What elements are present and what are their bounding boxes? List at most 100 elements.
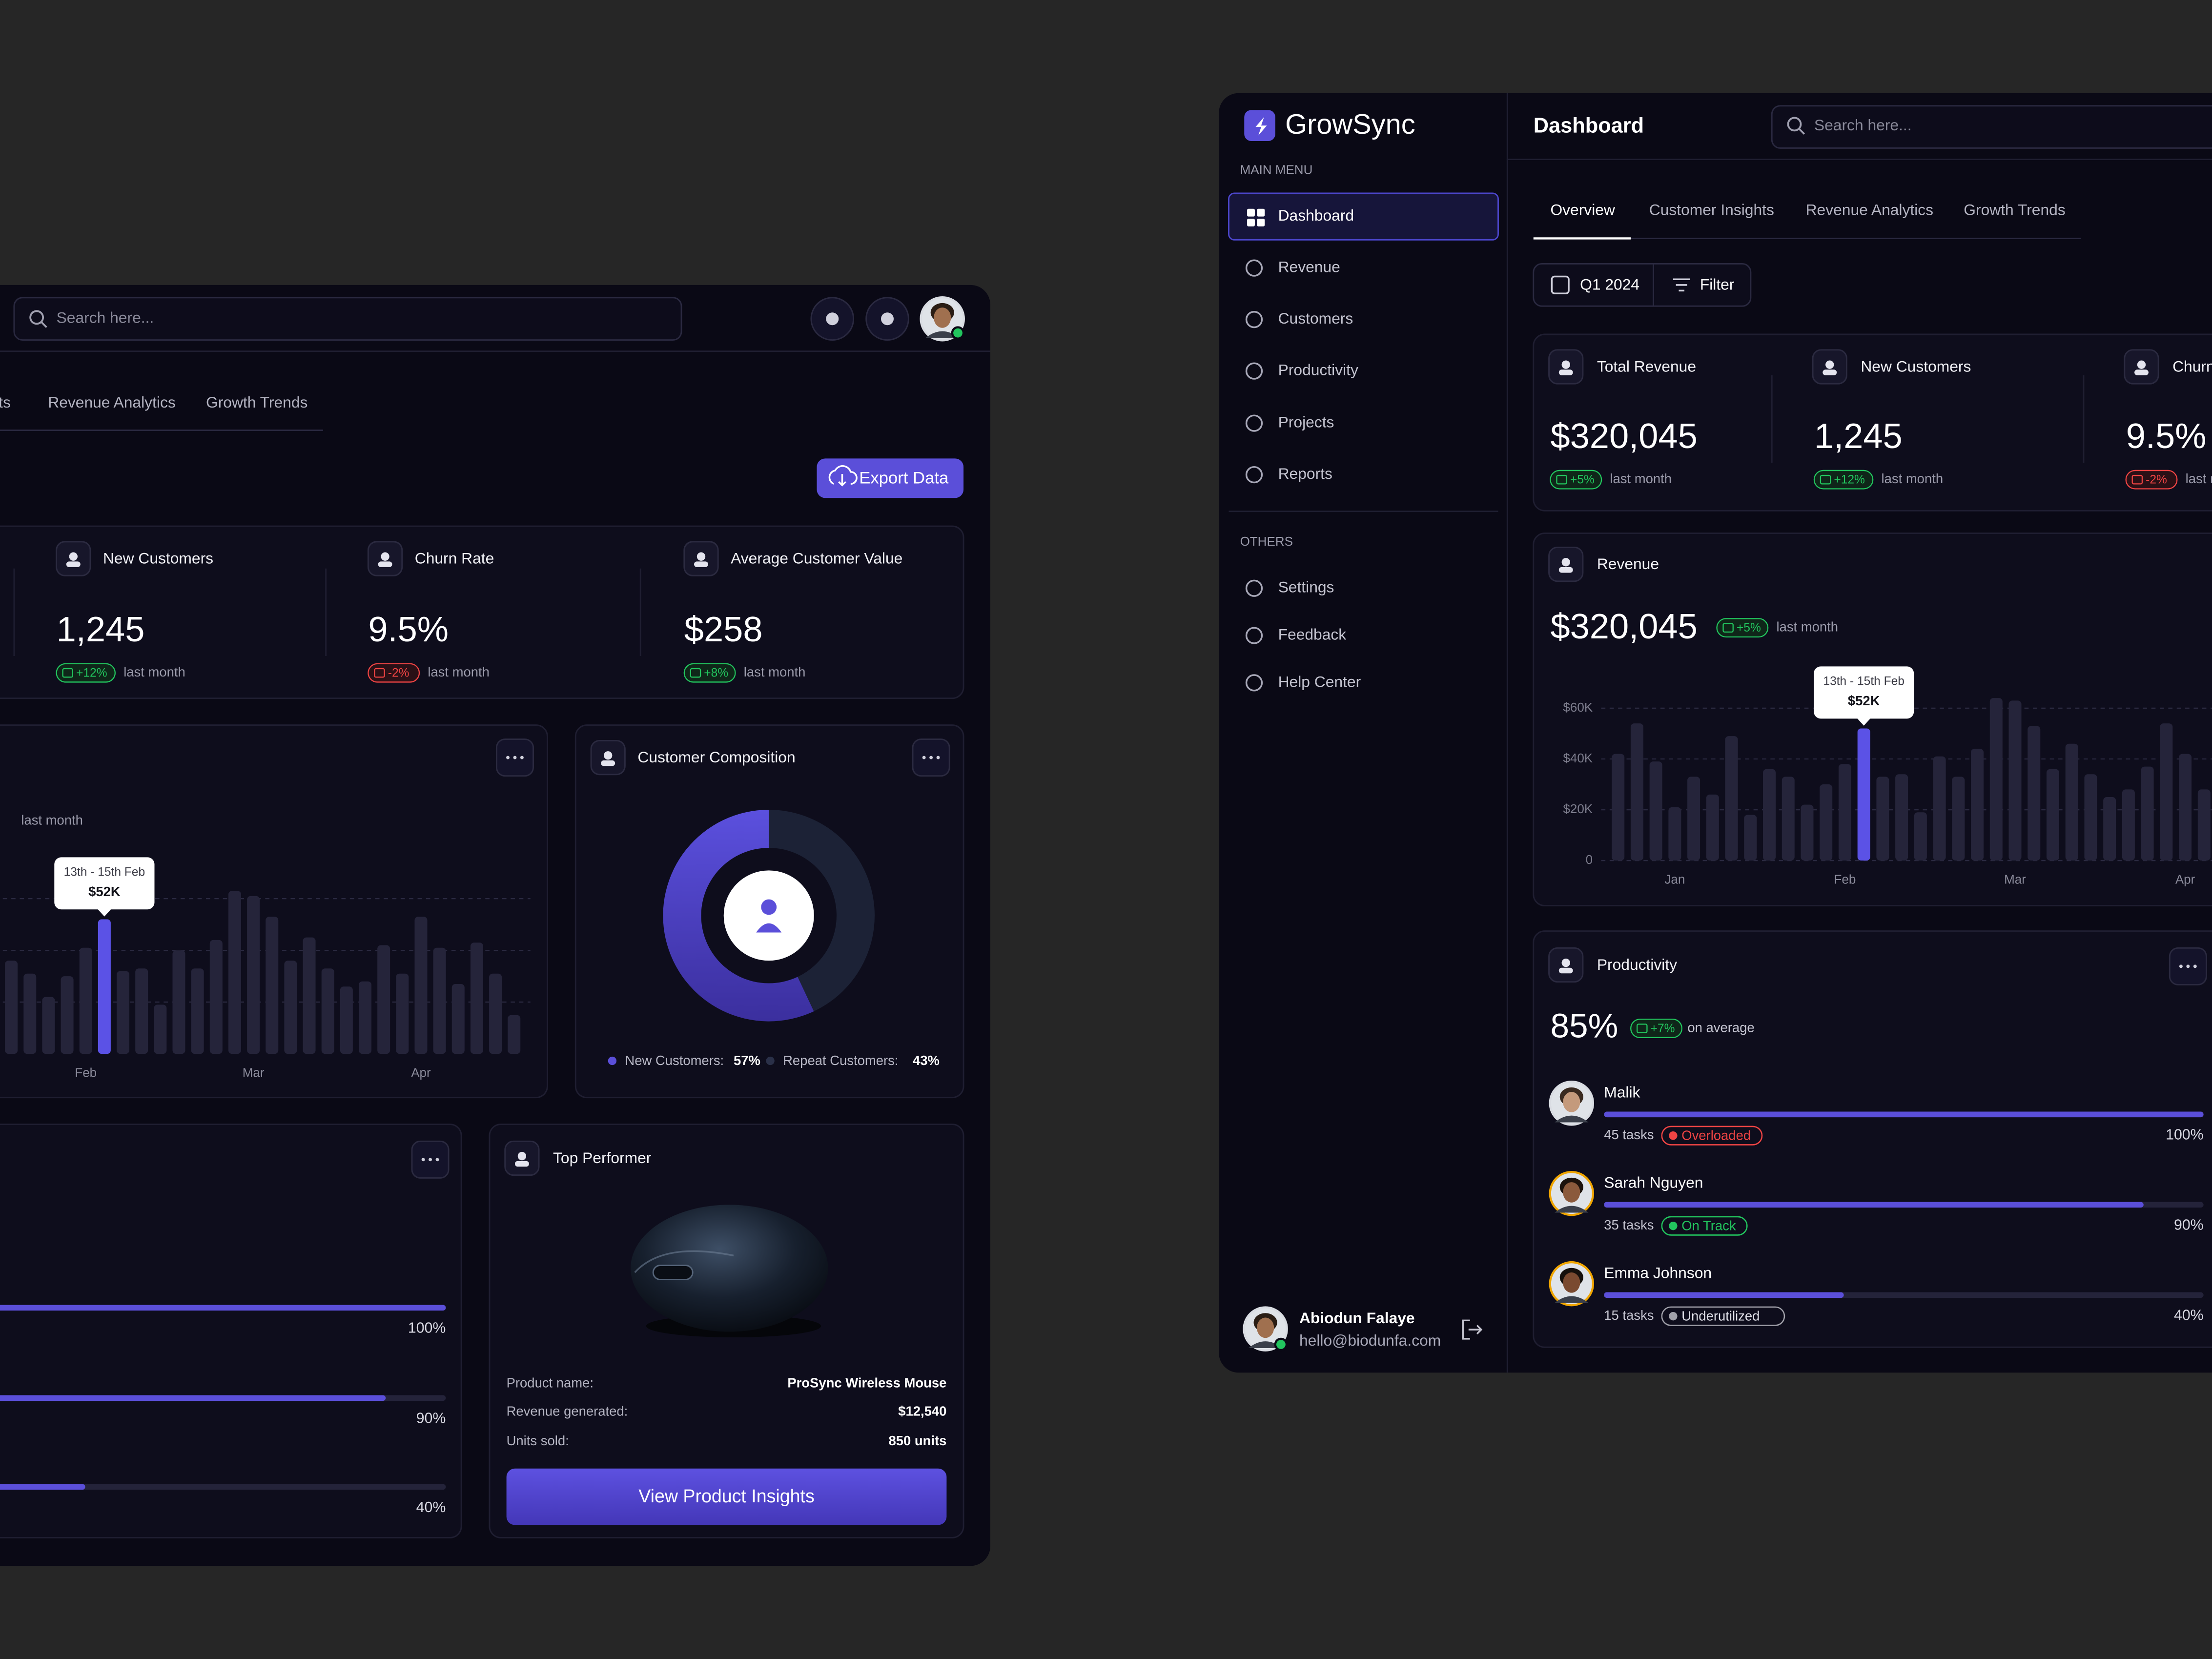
search-icon — [41, 322, 47, 328]
more-dot — [506, 756, 510, 759]
bar — [2141, 766, 2154, 861]
insights-button[interactable] — [506, 1468, 947, 1525]
menu-icon — [1245, 466, 1263, 484]
progress-label: 100% — [2166, 1127, 2204, 1143]
bar — [1668, 807, 1681, 861]
donut-center — [723, 870, 814, 961]
badge-text: +7% — [1651, 1022, 1675, 1035]
progress-label: 90% — [2174, 1217, 2204, 1233]
menu-item[interactable]: Projects — [1278, 413, 1334, 430]
stat-label: Churn Rate — [415, 549, 494, 567]
tab[interactable]: Overview — [1550, 201, 1615, 218]
menu-item[interactable]: Settings — [1278, 578, 1334, 596]
bar — [172, 950, 185, 1054]
detail-label: Revenue generated: — [507, 1403, 628, 1418]
user-email: hello@biodunfa.com — [1299, 1331, 1441, 1349]
tab[interactable]: Growth Trends — [1964, 201, 2065, 218]
badge-text: -2% — [2146, 473, 2167, 487]
bar — [247, 896, 260, 1054]
progress-label: 100% — [408, 1320, 446, 1336]
stat-value: $258 — [684, 610, 763, 649]
x-tick-label: Jan — [1664, 872, 1685, 886]
menu-item[interactable]: Dashboard — [1278, 206, 1354, 224]
bar — [1782, 777, 1795, 861]
export-button-text[interactable]: Export Data — [859, 469, 949, 487]
search-icon — [29, 310, 44, 325]
filter-button[interactable]: Filter — [1700, 276, 1735, 293]
x-tick-label: Feb — [1834, 872, 1856, 886]
avatar-body — [1555, 1296, 1589, 1303]
icon-glyph — [2137, 360, 2146, 369]
search-box[interactable] — [13, 297, 682, 341]
badge-text: +8% — [704, 667, 728, 680]
menu-item[interactable]: Revenue — [1278, 258, 1340, 276]
insights-button-text[interactable]: View Product Insights — [638, 1486, 815, 1506]
detail-value: $12,540 — [898, 1403, 946, 1418]
menu-item[interactable]: Reports — [1278, 465, 1332, 482]
bar — [1876, 777, 1889, 861]
bar — [98, 919, 111, 1054]
bar — [135, 968, 148, 1054]
card — [1533, 930, 2212, 1348]
tab[interactable]: Revenue Analytics — [48, 393, 175, 411]
tab[interactable]: ts — [0, 393, 11, 411]
bar — [42, 997, 55, 1054]
status-dot — [1669, 1222, 1678, 1230]
menu-icon — [1247, 218, 1255, 226]
avatar-body — [1555, 1115, 1589, 1123]
bar — [414, 917, 428, 1054]
logout-icon[interactable] — [1462, 1319, 1483, 1340]
stat-label: New Customers — [103, 549, 213, 567]
x-tick-label: Mar — [243, 1065, 265, 1080]
avatar-body — [925, 331, 960, 338]
search-box[interactable] — [1771, 105, 2212, 149]
tab[interactable]: Growth Trends — [206, 393, 307, 411]
menu-item[interactable]: Customers — [1278, 309, 1353, 327]
bar — [2197, 789, 2211, 861]
tooltip-date: 13th - 15th Feb — [1823, 675, 1904, 688]
stat-period: last month — [428, 664, 490, 679]
bar — [1971, 749, 1984, 861]
badge-icon — [1820, 474, 1831, 485]
bar — [2084, 774, 2097, 861]
icon-glyph — [381, 552, 389, 561]
bar — [1706, 794, 1719, 861]
status-dot — [1274, 1337, 1288, 1352]
icon-glyph — [2134, 369, 2149, 375]
detail-label: Product name: — [507, 1375, 594, 1391]
menu-item[interactable]: Feedback — [1278, 625, 1347, 643]
period-button[interactable]: Q1 2024 — [1580, 276, 1639, 293]
search-placeholder: Search here... — [1814, 116, 1912, 134]
badge-text: +12% — [1834, 473, 1864, 487]
chart-period: last month — [1776, 619, 1838, 634]
bar — [228, 891, 241, 1054]
menu-item[interactable]: Productivity — [1278, 361, 1358, 379]
progress-label: 40% — [416, 1499, 446, 1516]
icon-glyph — [1561, 958, 1570, 967]
bar — [1725, 736, 1738, 861]
member-name: Malik — [1604, 1083, 1640, 1101]
menu-icon — [1245, 311, 1263, 328]
stat-period: last month — [744, 664, 806, 679]
card-title: Top Performer — [553, 1149, 652, 1167]
menu-icon — [1247, 208, 1255, 217]
progress-fill — [1604, 1202, 2144, 1208]
menu-item[interactable]: Help Center — [1278, 673, 1361, 690]
badge-icon — [374, 668, 385, 678]
bar — [1687, 777, 1700, 861]
stat-value: 1,245 — [1814, 417, 1903, 456]
bar — [2028, 726, 2041, 861]
bar — [284, 961, 297, 1054]
bar — [321, 968, 334, 1054]
status-dot — [1669, 1311, 1678, 1321]
progress-label: 40% — [2174, 1308, 2204, 1324]
icon-glyph — [1558, 567, 1573, 573]
tab[interactable]: Customer Insights — [1649, 201, 1774, 218]
bar — [489, 973, 502, 1054]
x-tick-label: Feb — [75, 1065, 97, 1080]
export-button[interactable] — [817, 458, 964, 498]
tab[interactable]: Revenue Analytics — [1806, 201, 1933, 218]
member-tasks: 15 tasks — [1604, 1308, 1654, 1323]
bar — [470, 942, 483, 1054]
detail-label: Units sold: — [507, 1433, 569, 1448]
